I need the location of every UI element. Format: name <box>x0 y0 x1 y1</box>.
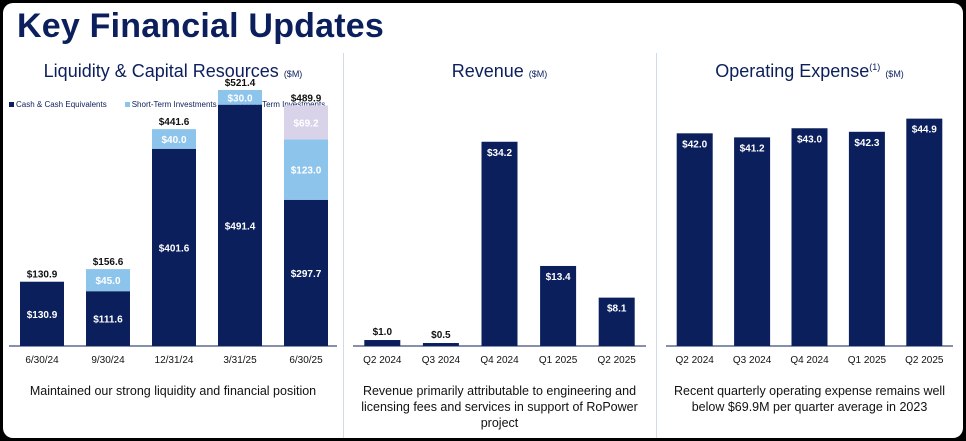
data-label-cash-cash-equivalents-6-30-25: $297.7 <box>291 269 322 280</box>
tick-label-12-31-24: 12/31/24 <box>155 355 194 366</box>
legend-label-cash: Cash & Cash Equivalents <box>16 100 107 109</box>
opex-tick-label-q2-2025: Q2 2025 <box>905 355 944 366</box>
page-title: Key Financial Updates <box>17 7 384 45</box>
liquidity-caption: Maintained our strong liquidity and fina… <box>29 384 317 398</box>
data-label-cash-cash-equivalents-6-30-24: $130.9 <box>27 310 58 321</box>
opex-panel: Operating Expense(1) ($M) $42.0 Q2 2024 $4… <box>656 53 963 438</box>
data-label-cash-cash-equivalents-9-30-24: $111.6 <box>93 315 123 326</box>
revenue-value-label-q4-2024: $34.2 <box>487 148 512 159</box>
opex-title-text: Operating Expense <box>715 61 870 81</box>
slide: Key Financial Updates Liquidity & Capita… <box>3 3 963 438</box>
tick-label-6-30-24: 6/30/24 <box>25 355 59 366</box>
bar-cash-cash-equivalents-6-30-24 <box>20 281 64 346</box>
tick-label-6-30-25: 6/30/25 <box>289 355 323 366</box>
revenue-tick-label-q4-2024: Q4 2024 <box>480 355 519 366</box>
total-label-3-31-25: $521.4 <box>225 78 256 89</box>
opex-bar-q1-2025 <box>848 131 885 346</box>
data-label-short-term-investments-12-31-24: $40.0 <box>161 135 186 146</box>
legend-swatch-short-term <box>124 102 130 107</box>
opex-chart-title: Operating Expense(1) ($M) <box>656 61 963 82</box>
legend-item-cash: Cash & Cash Equivalents <box>9 100 107 109</box>
bar-cash-cash-equivalents-12-31-24 <box>152 148 196 346</box>
liquidity-chart: $130.9 $130.9 6/30/24 $111.6 $45.0 $156.6 9/30… <box>9 78 337 366</box>
revenue-value-label-q2-2024: $1.0 <box>373 327 393 338</box>
opex-tick-label-q2-2024: Q2 2024 <box>676 355 715 366</box>
total-label-6-30-24: $130.9 <box>27 270 58 281</box>
opex-caption: Recent quarterly operating expense remai… <box>674 384 945 414</box>
revenue-tick-label-q2-2025: Q2 2025 <box>598 355 637 366</box>
revenue-panel: Revenue ($M) $1.0 Q2 2024 $0.5 Q3 2024 $34.2… <box>343 53 656 438</box>
revenue-value-label-q3-2024: $0.5 <box>431 330 451 341</box>
opex-chart: $42.0 Q2 2024 $41.2 Q3 2024 $43.0 Q4 2024 $42.… <box>666 118 953 366</box>
revenue-tick-label-q2-2024: Q2 2024 <box>363 355 402 366</box>
legend-label-short-term: Short-Term Investments <box>131 100 217 109</box>
opex-value-label-q3-2024: $41.2 <box>740 143 765 154</box>
opex-tick-label-q1-2025: Q1 2025 <box>848 355 887 366</box>
bar-short-term-investments-9-30-24 <box>86 269 130 292</box>
bar-cash-cash-equivalents-9-30-24 <box>86 291 130 346</box>
opex-value-label-q1-2025: $42.3 <box>854 138 879 149</box>
revenue-caption: Revenue primarily attributable to engine… <box>361 384 638 430</box>
total-label-12-31-24: $441.6 <box>159 117 190 128</box>
bar-cash-cash-equivalents-6-30-25 <box>284 199 328 346</box>
tick-label-9-30-24: 9/30/24 <box>91 355 125 366</box>
opex-tick-label-q3-2024: Q3 2024 <box>733 355 772 366</box>
total-label-9-30-24: $156.6 <box>93 257 124 268</box>
bar-long-term-investments-6-30-25 <box>284 105 328 140</box>
bar-short-term-investments-12-31-24 <box>152 129 196 149</box>
revenue-bar-q4-2024 <box>481 141 518 346</box>
tick-label-3-31-25: 3/31/25 <box>223 355 257 366</box>
revenue-chart: $1.0 Q2 2024 $0.5 Q3 2024 $34.2 Q4 2024 $13.4 Q… <box>353 141 646 366</box>
opex-unit: ($M) <box>885 69 904 79</box>
opex-title-footnote: (1) <box>869 62 881 72</box>
data-label-long-term-investments-6-30-25: $69.2 <box>293 118 318 129</box>
revenue-unit: ($M) <box>528 69 548 79</box>
revenue-value-label-q2-2025: $8.1 <box>607 304 627 315</box>
revenue-tick-label-q3-2024: Q3 2024 <box>422 355 461 366</box>
revenue-value-label-q1-2025: $13.4 <box>546 272 571 283</box>
data-label-cash-cash-equivalents-12-31-24: $401.6 <box>159 243 190 254</box>
liquidity-title-text: Liquidity & Capital Resources <box>43 61 279 81</box>
revenue-tick-label-q1-2025: Q1 2025 <box>539 355 578 366</box>
data-label-short-term-investments-9-30-24: $45.0 <box>95 276 120 287</box>
legend-item-short-term: Short-Term Investments <box>124 100 217 109</box>
data-label-short-term-investments-3-31-25: $30.0 <box>227 93 252 104</box>
revenue-bar-q3-2024 <box>422 343 459 346</box>
opex-bar-q3-2024 <box>734 137 771 346</box>
opex-tick-label-q4-2024: Q4 2024 <box>790 355 829 366</box>
liquidity-panel: Liquidity & Capital Resources ($M) Cash … <box>3 53 343 438</box>
revenue-chart-title: Revenue ($M) <box>343 61 656 82</box>
liquidity-chart-title: Liquidity & Capital Resources ($M) <box>3 61 343 82</box>
liquidity-unit: ($M) <box>283 69 303 79</box>
opex-bar-q2-2024 <box>676 133 713 346</box>
opex-bar-q4-2024 <box>791 128 828 346</box>
legend-label-long-term: Long-Term Investments <box>241 100 326 109</box>
panel-divider <box>343 53 344 438</box>
total-label-6-30-25: $489.9 <box>291 93 322 104</box>
opex-bar-q2-2025 <box>906 118 943 347</box>
revenue-bar-q2-2024 <box>364 340 401 346</box>
revenue-bar-q1-2025 <box>540 265 577 346</box>
bar-cash-cash-equivalents-3-31-25 <box>218 104 262 346</box>
opex-value-label-q4-2024: $43.0 <box>797 134 822 145</box>
panel-divider <box>656 53 657 438</box>
legend-swatch-cash <box>9 102 14 107</box>
revenue-bar-q2-2025 <box>598 297 635 346</box>
data-label-short-term-investments-6-30-25: $123.0 <box>291 166 322 177</box>
opex-value-label-q2-2025: $44.9 <box>912 125 937 136</box>
bar-short-term-investments-6-30-25 <box>284 139 328 200</box>
bar-short-term-investments-3-31-25 <box>218 89 262 105</box>
data-label-cash-cash-equivalents-3-31-25: $491.4 <box>225 221 256 232</box>
revenue-title-text: Revenue <box>451 61 524 81</box>
opex-value-label-q2-2024: $42.0 <box>682 139 707 150</box>
